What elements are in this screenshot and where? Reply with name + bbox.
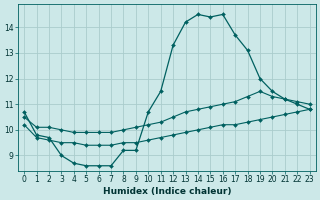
- X-axis label: Humidex (Indice chaleur): Humidex (Indice chaleur): [103, 187, 231, 196]
